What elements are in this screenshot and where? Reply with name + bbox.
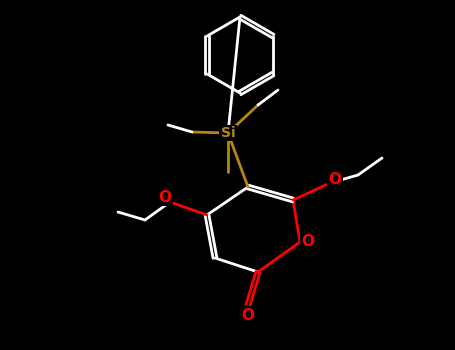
Text: O: O <box>242 308 254 322</box>
Text: Si: Si <box>221 126 235 140</box>
Text: O: O <box>302 234 314 250</box>
Text: O: O <box>329 172 342 187</box>
Text: O: O <box>158 189 172 204</box>
